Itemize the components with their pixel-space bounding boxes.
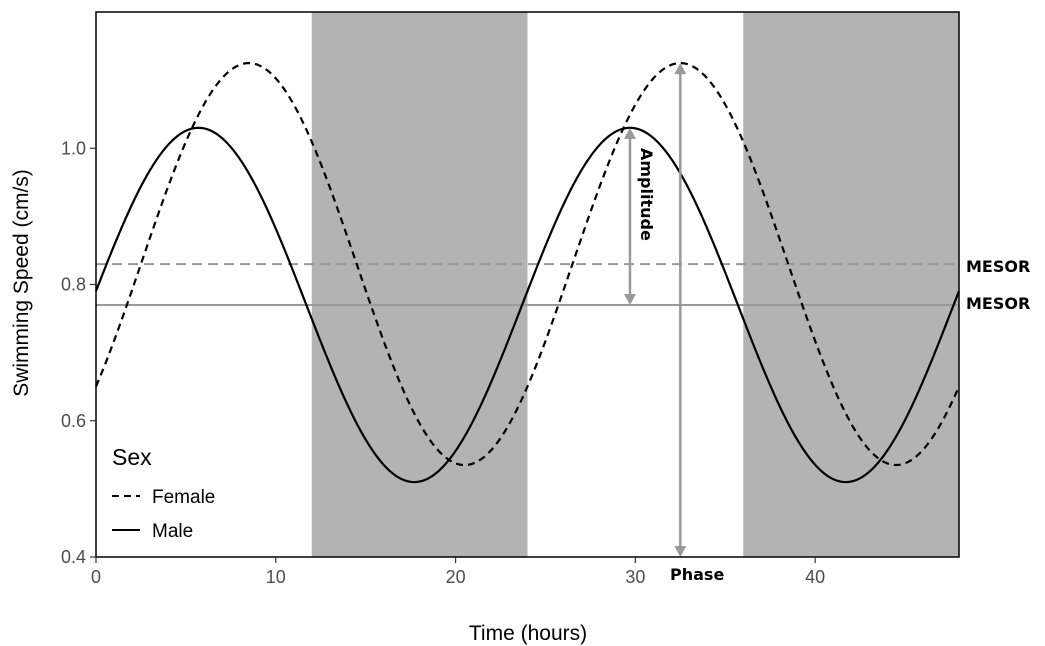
amplitude-label: Amplitude bbox=[637, 148, 656, 241]
legend: Sex Female Male bbox=[112, 444, 215, 542]
axes: 0 10 20 30 40 0.4 0.6 0.8 1.0 bbox=[61, 138, 825, 587]
dark-band-0 bbox=[311, 12, 528, 557]
x-tick-label: 10 bbox=[266, 567, 286, 587]
series-line-male bbox=[94, 126, 961, 484]
y-tick-label: 0.8 bbox=[61, 275, 86, 295]
legend-label-male: Male bbox=[152, 521, 193, 542]
dark-period-bands bbox=[311, 12, 959, 557]
mesor-label-male: MESOR bbox=[966, 294, 1030, 313]
annotation-arrows bbox=[623, 63, 687, 557]
dark-band-1 bbox=[743, 12, 959, 557]
mesor-reference-lines bbox=[96, 263, 959, 306]
x-tick-label: 0 bbox=[91, 567, 101, 587]
legend-label-female: Female bbox=[152, 487, 215, 508]
phase-arrow-head-top bbox=[674, 63, 687, 75]
x-tick-label: 30 bbox=[625, 567, 645, 587]
mesor-label-female: MESOR bbox=[966, 257, 1030, 276]
x-axis-title: Time (hours) bbox=[469, 622, 587, 645]
amplitude-arrow-head-bottom bbox=[623, 293, 636, 305]
y-tick-label: 1.0 bbox=[61, 138, 86, 158]
y-tick-label: 0.4 bbox=[61, 547, 86, 567]
phase-arrow-head-bottom bbox=[674, 546, 687, 557]
legend-title: Sex bbox=[112, 444, 152, 470]
y-tick-label: 0.6 bbox=[61, 411, 86, 431]
x-tick-label: 20 bbox=[446, 567, 466, 587]
amplitude-arrow-head-top bbox=[623, 127, 636, 139]
x-tick-label: 40 bbox=[805, 567, 825, 587]
series-line-female bbox=[94, 61, 961, 467]
y-axis-title: Swimming Speed (cm/s) bbox=[10, 169, 33, 397]
phase-label: Phase bbox=[670, 565, 724, 584]
series-lines bbox=[94, 61, 961, 484]
